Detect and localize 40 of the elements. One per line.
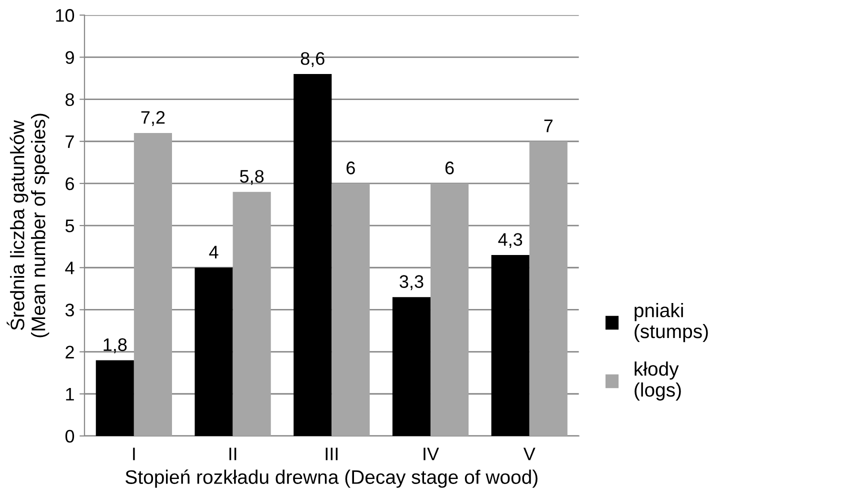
y-tick-label: 5 (65, 220, 74, 232)
data-label: 6 (346, 162, 355, 174)
x-tick-label: IV (424, 448, 439, 460)
bar (96, 360, 134, 436)
data-label: 7 (544, 120, 553, 132)
y-tick-label: 3 (65, 304, 74, 316)
data-label: 1,8 (104, 338, 127, 354)
x-tick-label: I (133, 448, 135, 460)
data-label: 4,3 (498, 233, 522, 248)
data-label: 6 (445, 162, 454, 174)
bar (332, 183, 370, 436)
bar (529, 141, 568, 436)
bar (294, 74, 332, 436)
y-axis-title: Średnia liczba gatunków (Mean number of species) (6, 114, 50, 338)
x-axis-title: Stopień rozkładu drewna (Decay stage of wood) (126, 469, 538, 488)
x-tick-label: II (229, 448, 236, 460)
data-label: 4 (209, 246, 218, 258)
bar (134, 132, 172, 436)
y-tick-label: 0 (65, 430, 74, 443)
legend-label: kłody (logs) (634, 362, 681, 401)
y-tick-label: 10 (56, 9, 74, 22)
bar (491, 255, 530, 436)
data-label: 5,8 (240, 170, 264, 185)
y-tick-label: 9 (66, 51, 74, 64)
y-tick-label: 6 (66, 177, 74, 190)
bar (392, 297, 431, 436)
y-tick-label: 2 (66, 346, 74, 358)
bar (232, 192, 271, 436)
data-label: 7,2 (141, 111, 165, 126)
legend-label: pniaki (stumps) (634, 303, 708, 342)
y-tick-label: 8 (66, 93, 74, 106)
x-tick-label: V (523, 448, 536, 460)
data-label: 3,3 (400, 275, 424, 290)
y-tick-label: 7 (66, 135, 74, 148)
x-tick-label: III (326, 448, 338, 460)
bar (194, 268, 233, 436)
data-label: 8,6 (300, 52, 324, 68)
y-tick-label: 1 (66, 388, 74, 400)
y-tick-label: 4 (65, 262, 74, 274)
bar (430, 183, 469, 436)
